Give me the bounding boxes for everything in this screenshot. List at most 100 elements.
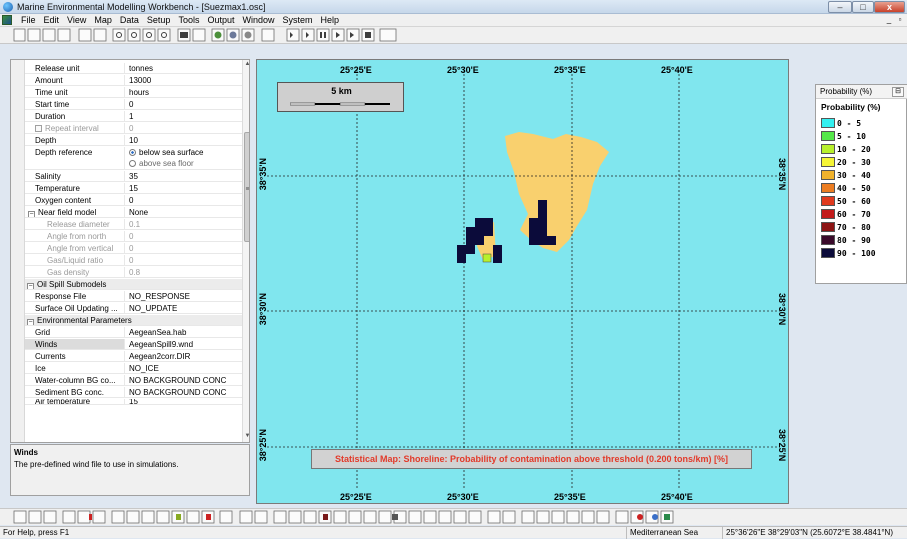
map-canvas[interactable]: [257, 60, 789, 504]
cell: [484, 227, 493, 236]
pin-icon[interactable]: ⊟: [892, 87, 904, 97]
prop-row-ice[interactable]: Ice NO_ICE: [25, 363, 242, 374]
tool-icon: [219, 510, 233, 524]
prop-value[interactable]: 0: [129, 196, 134, 205]
prop-row-release-unit[interactable]: Release unit tonnes: [25, 63, 242, 74]
prop-row-salinity[interactable]: Salinity 35: [25, 171, 242, 182]
menu-tools[interactable]: Tools: [178, 15, 200, 25]
save-icon: [42, 28, 56, 42]
prop-value[interactable]: AegeanSpill9.wnd: [129, 340, 194, 349]
prop-row-duration[interactable]: Duration 1: [25, 111, 242, 122]
prop-row-response-file[interactable]: Response File NO_RESPONSE: [25, 291, 242, 302]
prop-row-surface-oil-updating[interactable]: Surface Oil Updating ... NO_UPDATE: [25, 303, 242, 314]
legend-item: 50 - 60: [821, 196, 871, 208]
prop-value[interactable]: 15: [129, 184, 138, 193]
properties-scrollbar[interactable]: ▲ ≡ ▼: [242, 60, 250, 442]
tool-icon: [566, 510, 580, 524]
prop-row-currents[interactable]: Currents Aegean2corr.DIR: [25, 351, 242, 362]
scroll-up-icon[interactable]: ▲: [244, 61, 250, 67]
close-button[interactable]: x: [874, 1, 905, 13]
prop-row-release-diameter[interactable]: Release diameter 0.1: [25, 219, 242, 230]
category-oil-spill-submodels[interactable]: − Oil Spill Submodels: [25, 279, 242, 290]
minimize-button[interactable]: –: [828, 1, 852, 13]
prop-row-time-unit[interactable]: Time unit hours: [25, 87, 242, 98]
prop-value[interactable]: hours: [129, 88, 150, 97]
prop-name: Surface Oil Updating ...: [25, 303, 125, 313]
map-view[interactable]: 25°25'E 25°30'E 25°35'E 25°40'E 25°25'E …: [256, 59, 789, 504]
prop-value[interactable]: NO_UPDATE: [129, 304, 178, 313]
prop-row-grid[interactable]: Grid AegeanSea.hab: [25, 327, 242, 338]
prop-row-air-temperature[interactable]: Air temperature 15: [25, 399, 242, 405]
prop-name: Release unit: [25, 63, 125, 73]
prop-value[interactable]: 0: [129, 100, 134, 109]
prop-value[interactable]: 13000: [129, 76, 152, 85]
prop-row-gas-density[interactable]: Gas density 0.8: [25, 267, 242, 278]
maximize-button[interactable]: □: [852, 1, 874, 13]
prop-value[interactable]: 0: [129, 256, 134, 265]
prop-value[interactable]: 0: [129, 124, 134, 133]
menu-edit[interactable]: Edit: [43, 15, 60, 25]
menu-output[interactable]: Output: [207, 15, 235, 25]
scroll-down-icon[interactable]: ▼: [244, 433, 250, 439]
prop-row-start-time[interactable]: Start time 0: [25, 99, 242, 110]
prop-value[interactable]: 0.1: [129, 220, 141, 229]
category-label: Oil Spill Submodels: [37, 280, 107, 289]
prop-row-near-field-model[interactable]: − Near field model None: [25, 207, 242, 218]
prop-value[interactable]: Aegean2corr.DIR: [129, 352, 191, 361]
prop-value[interactable]: NO_RESPONSE: [129, 292, 190, 301]
map-caption: Statistical Map: Shoreline: Probability …: [311, 449, 752, 469]
prop-value[interactable]: 0: [129, 232, 134, 241]
prop-value[interactable]: AegeanSea.hab: [129, 328, 187, 337]
cell: [457, 245, 466, 254]
prop-row-sediment-bg[interactable]: Sediment BG conc. NO BACKGROUND CONC: [25, 387, 242, 398]
lat-label-right: 38°35'N: [777, 158, 787, 191]
collapse-icon[interactable]: −: [27, 319, 34, 326]
prop-value[interactable]: None: [129, 208, 149, 217]
prop-value[interactable]: 10: [129, 136, 138, 145]
prop-value[interactable]: NO_ICE: [129, 364, 159, 373]
collapse-icon[interactable]: −: [27, 283, 34, 290]
menu-file[interactable]: File: [21, 15, 36, 25]
tool-icon: [438, 510, 452, 524]
prop-value[interactable]: 15: [129, 399, 138, 405]
prop-value[interactable]: NO BACKGROUND CONC: [129, 376, 227, 385]
prop-value[interactable]: 0: [129, 244, 134, 253]
copy-icon: [78, 28, 92, 42]
prop-row-gas-liquid-ratio[interactable]: Gas/Liquid ratio 0: [25, 255, 242, 266]
prop-value[interactable]: 0.8: [129, 268, 141, 277]
prop-value[interactable]: NO BACKGROUND CONC: [129, 388, 227, 397]
prop-value[interactable]: tonnes: [129, 64, 154, 73]
prop-row-angle-vertical[interactable]: Angle from vertical 0: [25, 243, 242, 254]
prop-row-depth[interactable]: Depth 10: [25, 135, 242, 146]
prop-row-winds[interactable]: Winds AegeanSpill9.wnd: [25, 339, 242, 350]
menu-map[interactable]: Map: [94, 15, 112, 25]
tool-icon: [536, 510, 550, 524]
menu-data[interactable]: Data: [119, 15, 139, 25]
legend-item: 30 - 40: [821, 170, 871, 182]
menu-setup[interactable]: Setup: [146, 15, 171, 25]
prop-row-amount[interactable]: Amount 13000: [25, 75, 242, 86]
menu-view[interactable]: View: [67, 15, 87, 25]
prop-row-repeat-interval[interactable]: Repeat interval 0: [25, 123, 242, 134]
legend-item: 0 - 5: [821, 118, 861, 130]
radio-above-floor[interactable]: above sea floor: [129, 159, 194, 168]
menu-help[interactable]: Help: [320, 15, 340, 25]
doc-minimize-button[interactable]: _: [886, 15, 892, 24]
collapse-icon[interactable]: −: [28, 211, 35, 218]
prop-row-temperature[interactable]: Temperature 15: [25, 183, 242, 194]
prop-row-water-column-bg[interactable]: Water-column BG co... NO BACKGROUND CONC: [25, 375, 242, 386]
prop-row-angle-north[interactable]: Angle from north 0: [25, 231, 242, 242]
prop-value[interactable]: 35: [129, 172, 138, 181]
prop-row-depth-reference[interactable]: Depth reference below sea surface above …: [25, 147, 242, 170]
doc-restore-button[interactable]: ▫: [898, 15, 902, 24]
prop-name: Release diameter: [25, 219, 125, 229]
menu-system[interactable]: System: [282, 15, 313, 25]
category-environmental-parameters[interactable]: − Environmental Parameters: [25, 315, 242, 326]
repeat-checkbox[interactable]: [35, 125, 42, 132]
prop-value[interactable]: 1: [129, 112, 134, 121]
prop-row-oxygen[interactable]: Oxygen content 0: [25, 195, 242, 206]
radio-below-surface[interactable]: below sea surface: [129, 148, 203, 157]
menu-window[interactable]: Window: [242, 15, 275, 25]
scroll-thumb[interactable]: [244, 132, 249, 242]
prop-name: Depth reference: [25, 147, 125, 169]
